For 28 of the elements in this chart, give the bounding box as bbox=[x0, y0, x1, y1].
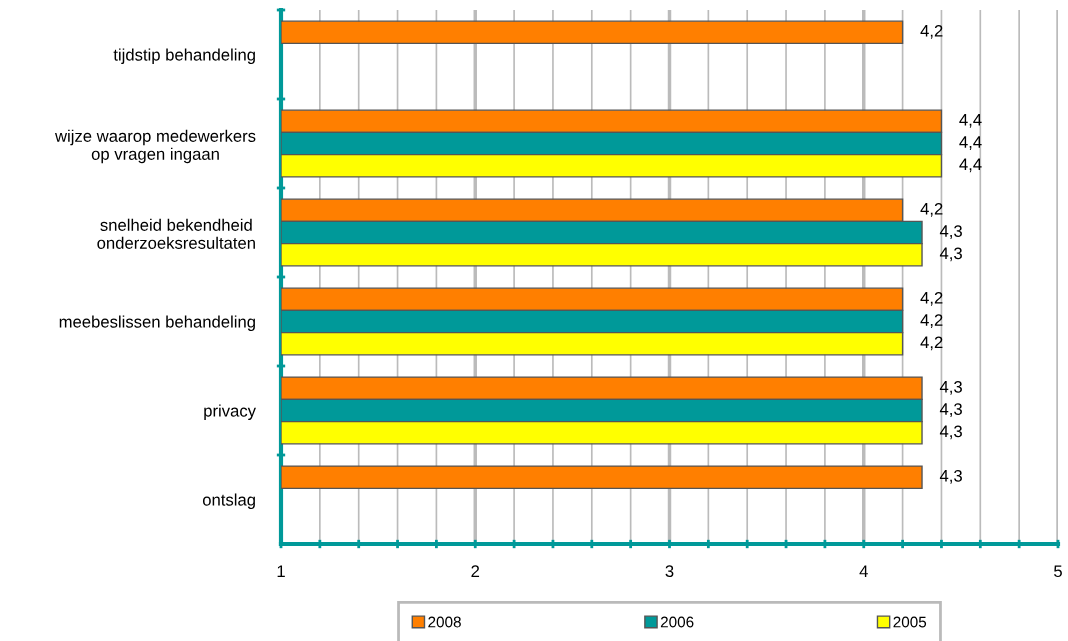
y-tick-label: snelheid bekendheid onderzoeksresultaten bbox=[97, 218, 255, 249]
y-tick-label: tijdstip behandeling bbox=[113, 48, 255, 64]
data-label: 4,2 bbox=[920, 24, 943, 39]
x-tick-label: 3 bbox=[665, 565, 674, 578]
data-label: 4,3 bbox=[939, 225, 962, 239]
data-label: 4,2 bbox=[920, 291, 943, 306]
data-label: 4,4 bbox=[959, 136, 982, 150]
data-label: 4,2 bbox=[920, 202, 943, 217]
data-label: 4,3 bbox=[939, 380, 962, 395]
data-label: 4,3 bbox=[939, 247, 962, 262]
x-tick-label: 2 bbox=[471, 565, 480, 577]
y-tick-label: meebeslissen behandeling bbox=[59, 315, 255, 331]
legend-label: 2006 bbox=[660, 616, 694, 628]
data-label: 4,4 bbox=[959, 114, 982, 128]
data-label: 4,2 bbox=[920, 336, 943, 351]
legend-label: 2008 bbox=[428, 616, 461, 628]
data-label: 4,3 bbox=[939, 425, 962, 440]
x-tick-label: 5 bbox=[1054, 565, 1062, 578]
x-tick-label: 1 bbox=[277, 565, 285, 577]
legend-label: 2005 bbox=[893, 616, 927, 628]
data-label: 4,3 bbox=[939, 469, 962, 484]
y-tick-label: wijze waarop medewerkers op vragen ingaan bbox=[54, 129, 256, 164]
data-label: 4,3 bbox=[939, 403, 962, 417]
x-tick-label: 4 bbox=[859, 565, 868, 577]
data-label: 4,2 bbox=[920, 314, 943, 328]
y-tick-label: privacy bbox=[204, 404, 256, 420]
data-label: 4,4 bbox=[959, 158, 982, 173]
y-tick-label: ontslag bbox=[202, 493, 255, 509]
